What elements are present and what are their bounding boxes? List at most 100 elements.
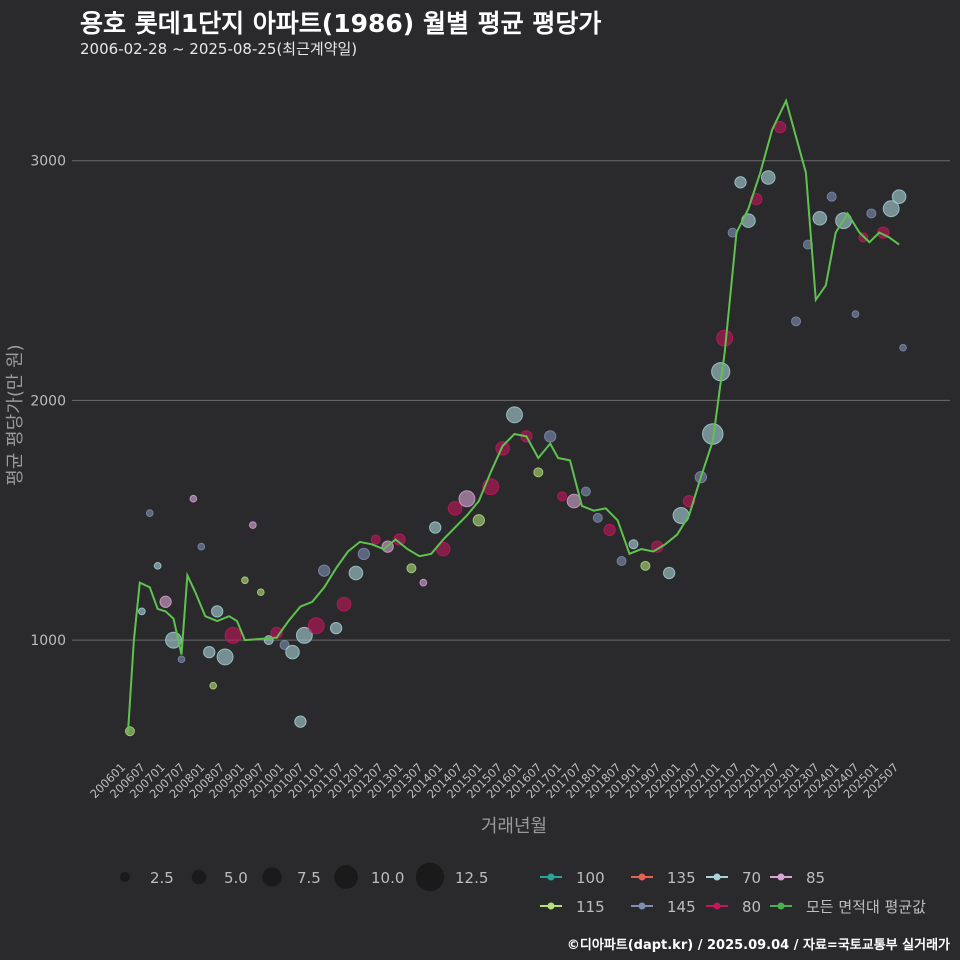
area-legend-dot (547, 873, 555, 881)
scatter-point (256, 588, 265, 597)
scatter-point (662, 566, 676, 580)
scatter-point (891, 189, 907, 204)
size-legend-label: 5.0 (224, 869, 248, 887)
scatter-point (348, 565, 364, 581)
scatter-point (406, 563, 417, 574)
scatter-point (336, 596, 352, 612)
scatter-point (357, 547, 371, 560)
scatter-point (544, 430, 557, 443)
scatter-point (159, 595, 172, 608)
area-legend: 100 115 135 145 70 80 85 모든 면적대 평균값 (540, 869, 926, 916)
scatter-point (189, 494, 198, 503)
scatter-point (741, 213, 756, 228)
scatter-point (318, 564, 331, 577)
area-legend-label: 145 (667, 898, 696, 916)
scatter-point (429, 521, 442, 534)
scatter-points (124, 121, 907, 737)
scatter-point (145, 509, 154, 517)
area-legend-label: 135 (667, 869, 696, 887)
size-legend-label: 12.5 (455, 869, 488, 887)
area-legend-label: 100 (576, 869, 605, 887)
size-legend-dot (120, 872, 130, 882)
scatter-point (866, 208, 877, 219)
scatter-point (224, 626, 242, 644)
area-legend-dot (777, 873, 785, 881)
area-legend-dot (638, 902, 646, 910)
scatter-point (603, 523, 616, 537)
scatter-point (153, 561, 162, 570)
scatter-point (295, 626, 313, 644)
scatter-point (533, 467, 544, 478)
scatter-point (248, 521, 257, 529)
size-legend-dot (334, 865, 358, 889)
scatter-point (177, 655, 186, 664)
scatter-point (307, 617, 325, 635)
scatter-point (640, 560, 651, 571)
y-axis-ticks: 1000 2000 3000 (30, 154, 66, 649)
scatter-point (774, 121, 787, 134)
scatter-point (592, 512, 603, 523)
footer-credit: ©디아파트(dapt.kr) / 2025.09.04 / 자료=국토교통부 실… (566, 938, 950, 953)
size-legend-dot (191, 869, 207, 885)
chart-title: 용호 롯데1단지 아파트(1986) 월별 평균 평당가 (80, 9, 602, 38)
y-tick-label: 2000 (30, 393, 66, 409)
area-legend-dot (713, 902, 721, 910)
area-legend-dot (638, 873, 646, 881)
area-legend-dot (713, 873, 721, 881)
size-legend-label: 10.0 (371, 869, 404, 887)
scatter-point (203, 645, 216, 659)
scatter-point (393, 533, 406, 546)
scatter-point (899, 343, 907, 352)
area-legend-label: 80 (742, 898, 761, 916)
y-tick-label: 3000 (30, 154, 66, 170)
scatter-point (882, 200, 900, 218)
size-legend-label: 7.5 (297, 869, 321, 887)
scatter-point (812, 210, 828, 226)
y-axis-label: 평균 평당가(만 원) (5, 344, 26, 485)
scatter-point (580, 486, 591, 497)
series-line (126, 97, 900, 734)
scatter-point (458, 490, 476, 508)
scatter-point (124, 726, 135, 737)
scatter-point (241, 576, 249, 585)
scatter-point (216, 648, 234, 666)
scatter-point (851, 310, 860, 318)
scatter-point (137, 607, 146, 616)
size-legend-label: 2.5 (150, 869, 174, 887)
grid-lines (72, 160, 950, 641)
scatter-point (826, 191, 837, 202)
scatter-point (419, 578, 428, 587)
scatter-point (734, 176, 747, 189)
scatter-point (370, 534, 381, 545)
x-axis-ticks: 2006012006072007012007072008012008072009… (87, 760, 901, 801)
area-legend-label: 115 (576, 898, 605, 916)
scatter-point (760, 170, 776, 185)
scatter-point (506, 406, 523, 424)
size-legend: 2.5 5.0 7.5 10.0 12.5 (120, 862, 488, 892)
y-tick-label: 1000 (30, 633, 66, 649)
scatter-point (616, 556, 627, 567)
scatter-point (197, 542, 206, 551)
scatter-point (285, 644, 300, 660)
x-axis-label: 거래년월 (481, 816, 547, 837)
scatter-point (211, 605, 224, 618)
scatter-point (329, 622, 343, 635)
scatter-point (209, 681, 218, 690)
size-legend-dot (415, 862, 445, 892)
scatter-point (279, 639, 290, 650)
area-legend-label: 85 (806, 869, 825, 887)
area-legend-dot (777, 902, 785, 910)
chart-subtitle: 2006-02-28 ~ 2025-08-25(최근계약일) (80, 40, 358, 58)
scatter-point (495, 441, 510, 456)
scatter-point (263, 635, 274, 646)
scatter-point (791, 316, 802, 327)
scatter-point (294, 715, 307, 728)
scatter-point (447, 501, 463, 516)
scatter-point (472, 514, 485, 527)
average-line (126, 97, 900, 734)
size-legend-dot (262, 867, 282, 887)
area-legend-label: 70 (742, 869, 761, 887)
scatter-point (628, 539, 639, 550)
area-legend-label: 모든 면적대 평균값 (806, 898, 926, 916)
